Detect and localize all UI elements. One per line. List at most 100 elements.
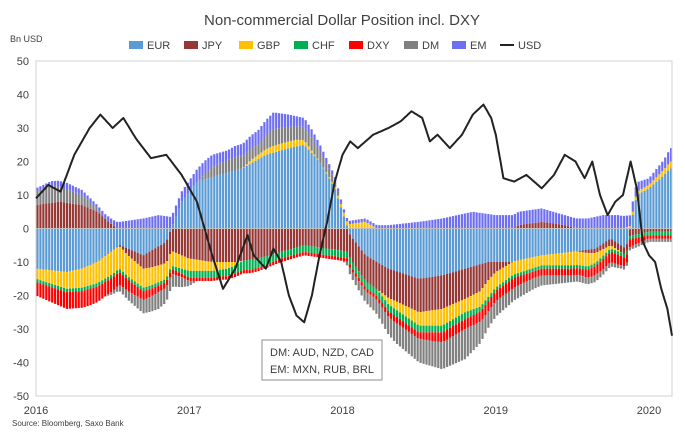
bar-em xyxy=(251,134,254,149)
bar-gbp xyxy=(446,306,449,323)
bar-em xyxy=(224,150,228,162)
bar-dm xyxy=(286,127,290,142)
bar-gbp xyxy=(566,252,570,266)
bar-em xyxy=(304,120,307,129)
bar-dm xyxy=(239,156,242,169)
bar-dm xyxy=(484,314,487,334)
bar-em xyxy=(655,169,658,178)
bar-chf xyxy=(183,269,186,276)
bar-jpy xyxy=(619,245,623,253)
bar-jpy xyxy=(537,222,540,229)
bar-eur xyxy=(454,228,458,272)
bar-em xyxy=(443,217,446,229)
bar-dm xyxy=(328,168,331,178)
bar-eur xyxy=(378,228,381,264)
bar-dm xyxy=(139,298,142,312)
bar-jpy xyxy=(419,278,422,313)
bar-chf xyxy=(354,266,357,274)
bar-em xyxy=(339,199,343,203)
y-tick-label: 10 xyxy=(17,190,29,202)
bar-em xyxy=(192,174,195,186)
bar-gbp xyxy=(328,177,331,179)
bar-dm xyxy=(77,193,80,205)
bar-dm xyxy=(183,278,186,287)
bar-em xyxy=(472,211,475,229)
bar-chf xyxy=(658,231,661,236)
bar-em xyxy=(419,221,422,229)
bar-dm xyxy=(74,192,77,205)
bar-dxy xyxy=(431,332,434,341)
bar-dxy xyxy=(525,273,528,282)
bar-jpy xyxy=(222,228,225,262)
bar-chf xyxy=(655,231,658,236)
bar-eur xyxy=(95,228,98,263)
bar-dm xyxy=(201,176,204,180)
bar-eur xyxy=(219,174,222,229)
bar-gbp xyxy=(416,311,419,325)
bar-chf xyxy=(566,265,570,269)
bar-dm xyxy=(366,292,369,305)
bar-chf xyxy=(569,265,573,269)
bar-dxy xyxy=(516,276,519,286)
bar-chf xyxy=(180,268,183,274)
bar-dxy xyxy=(484,304,487,315)
annotation-line-em: EM: MXN, RUB, BRL xyxy=(270,364,374,376)
bar-gbp xyxy=(127,256,130,278)
bar-jpy xyxy=(160,244,163,265)
bar-eur xyxy=(661,176,664,229)
bar-jpy xyxy=(416,278,419,312)
bar-dm xyxy=(578,275,581,283)
bar-jpy xyxy=(216,228,219,262)
bar-jpy xyxy=(263,228,266,257)
bar-dxy xyxy=(289,255,293,260)
bar-em xyxy=(431,219,434,229)
bar-dm xyxy=(301,126,304,141)
bar-jpy xyxy=(142,255,145,269)
bar-dm xyxy=(204,173,207,180)
bar-gbp xyxy=(98,260,101,283)
bar-eur xyxy=(310,152,313,229)
x-axis: 2016 2017 2018 2019 2020 xyxy=(24,405,661,417)
bar-dm xyxy=(68,190,71,204)
bar-jpy xyxy=(552,223,555,229)
bar-dxy xyxy=(316,253,319,258)
bar-em xyxy=(139,218,142,229)
bar-eur xyxy=(428,228,431,278)
bar-jpy xyxy=(578,250,581,252)
bar-dm xyxy=(555,275,558,284)
bar-chf xyxy=(230,266,234,275)
bar-gbp xyxy=(104,256,107,279)
bar-em xyxy=(166,216,169,229)
bar-chf xyxy=(434,325,437,333)
bar-jpy xyxy=(493,262,496,274)
bar-chf xyxy=(210,270,213,278)
bar-gbp xyxy=(239,261,242,263)
bar-eur xyxy=(366,228,369,257)
bar-jpy xyxy=(65,202,69,229)
bar-chf xyxy=(254,259,257,269)
bar-eur xyxy=(59,228,63,272)
bar-jpy xyxy=(649,228,652,232)
bar-dxy xyxy=(560,268,564,276)
bar-dxy xyxy=(575,268,578,275)
bar-em xyxy=(496,215,499,229)
bar-eur xyxy=(443,228,446,275)
bar-gbp xyxy=(614,248,617,251)
bar-jpy xyxy=(89,208,92,229)
bar-chf xyxy=(398,312,402,320)
bar-chf xyxy=(177,267,181,273)
bar-em xyxy=(413,222,416,229)
bar-dxy xyxy=(239,271,242,275)
bar-em xyxy=(242,142,245,156)
bar-dm xyxy=(142,299,145,314)
bar-jpy xyxy=(328,228,331,249)
bar-chf xyxy=(272,254,275,262)
bar-jpy xyxy=(661,228,664,232)
bar-gbp xyxy=(540,255,543,266)
bar-dm xyxy=(171,274,175,287)
bar-gbp xyxy=(280,143,284,151)
bar-jpy xyxy=(266,228,269,256)
bar-eur xyxy=(619,228,623,246)
bar-jpy xyxy=(384,266,387,296)
bar-dm xyxy=(80,194,83,206)
